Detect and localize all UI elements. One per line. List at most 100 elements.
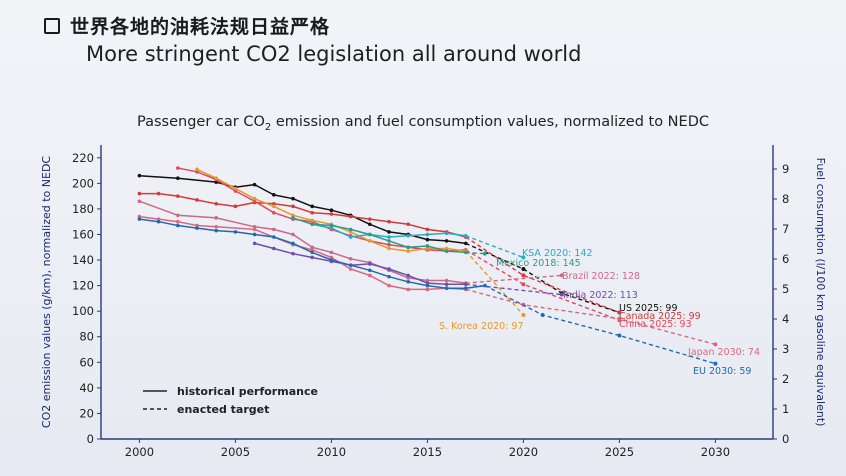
chart-title-prefix: Passenger car CO — [137, 114, 265, 130]
chart-title: Passenger car CO2 emission and fuel cons… — [0, 114, 846, 133]
data-point — [291, 241, 295, 246]
data-point — [137, 173, 142, 178]
data-point — [252, 225, 257, 229]
y-tick-label: 140 — [72, 253, 94, 267]
data-point — [444, 239, 449, 243]
y2-tick-label: 9 — [782, 162, 789, 176]
data-point — [291, 216, 295, 220]
data-point — [137, 214, 142, 219]
data-point — [368, 273, 372, 278]
series-8 — [137, 214, 718, 347]
y-tick-label: 220 — [72, 151, 94, 165]
y2-tick-label: 5 — [782, 282, 789, 296]
checkbox-bullet-icon — [44, 18, 60, 34]
data-point — [348, 235, 353, 239]
legend-historical-label: historical performance — [177, 385, 318, 398]
data-point — [176, 194, 180, 198]
data-point — [252, 241, 257, 246]
target-point — [617, 316, 622, 321]
data-point — [214, 180, 218, 184]
y-tick-label: 80 — [79, 330, 94, 344]
data-point — [387, 219, 391, 224]
data-point — [195, 223, 199, 228]
data-point — [176, 213, 180, 218]
data-point — [137, 217, 142, 221]
target-point — [559, 292, 564, 297]
data-point — [272, 235, 276, 239]
data-point — [291, 196, 295, 201]
data-point — [387, 230, 391, 234]
data-point — [387, 242, 391, 247]
chart-plot-area — [137, 166, 718, 366]
data-point — [348, 214, 353, 219]
target-point — [713, 361, 718, 366]
chart-legend: historical performance enacted target — [143, 385, 318, 416]
data-point — [272, 210, 276, 215]
data-point — [137, 199, 142, 204]
data-point — [233, 186, 238, 191]
data-point — [368, 232, 372, 237]
data-point — [195, 170, 199, 174]
data-point — [310, 204, 315, 209]
data-point — [329, 212, 334, 216]
data-point — [310, 248, 315, 252]
series-label: Mexico 2018: 145 — [496, 258, 581, 269]
data-point — [406, 222, 411, 227]
data-point — [272, 246, 276, 251]
series-target-line — [465, 250, 524, 316]
data-point — [425, 283, 430, 288]
data-point — [214, 216, 218, 220]
data-point — [425, 232, 430, 237]
data-point — [310, 245, 315, 250]
data-point — [214, 202, 218, 206]
data-point — [406, 273, 411, 278]
data-point — [368, 239, 372, 243]
y2-axis-title: Fuel consumption (l/100 km gasoline equi… — [814, 158, 827, 427]
target-point — [521, 255, 526, 260]
series-6 — [137, 199, 564, 285]
data-point — [156, 219, 161, 224]
data-point — [348, 227, 353, 232]
data-point — [291, 232, 295, 237]
data-point — [348, 230, 353, 234]
data-point — [406, 287, 411, 292]
data-point — [387, 239, 391, 243]
y-tick-label: 100 — [72, 304, 94, 318]
data-point — [272, 193, 276, 197]
chart-title-sub: 2 — [264, 121, 272, 133]
data-point — [425, 246, 430, 251]
data-point — [291, 213, 295, 218]
series-3 — [195, 167, 526, 318]
data-point — [425, 244, 430, 248]
y2-tick-label: 0 — [782, 432, 789, 446]
y2-tick-label: 3 — [782, 342, 789, 356]
data-point — [156, 191, 161, 196]
target-point — [521, 266, 526, 271]
data-point — [214, 176, 218, 181]
data-point — [137, 191, 142, 196]
series-historical-line — [254, 242, 466, 286]
data-point — [387, 274, 391, 279]
series-label: EU 2030: 59 — [693, 366, 751, 377]
series-historical-line — [139, 192, 466, 238]
data-point — [368, 262, 372, 266]
y-axis-title: CO2 emission values (g/km), normalized t… — [40, 156, 53, 429]
data-point — [310, 210, 315, 215]
y-tick-label: 60 — [79, 355, 94, 369]
data-point — [464, 250, 468, 255]
series-historical-line — [139, 215, 466, 291]
data-point — [444, 286, 449, 290]
data-point — [387, 246, 391, 251]
data-point — [406, 245, 411, 250]
chart-axes: 0 20 40 60 80 100 120 140 160 180 200 220 0 1 2 3 4 5 6 7 8 9… — [40, 145, 827, 459]
x-tick-label: 2025 — [605, 445, 634, 459]
y-tick-label: 180 — [72, 202, 94, 216]
data-point — [329, 258, 334, 262]
data-point — [195, 167, 199, 172]
data-point — [214, 228, 218, 233]
y-tick-label: 0 — [87, 432, 94, 446]
data-point — [176, 176, 180, 181]
series-target-line — [465, 249, 620, 321]
series-target-line — [465, 274, 562, 284]
legend-target-label: enacted target — [177, 403, 269, 416]
